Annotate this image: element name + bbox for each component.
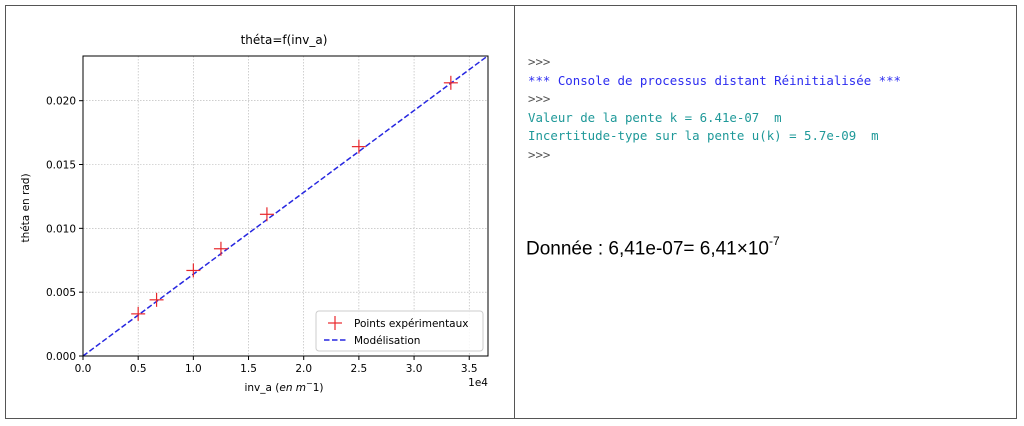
console-output-line: Valeur de la pente k = 6.41e-07 m <box>528 109 782 125</box>
note-exponent: -7 <box>768 234 780 248</box>
x-tick-label: 2.5 <box>351 363 368 375</box>
data-point-marker <box>131 306 146 321</box>
console-output-line: *** Console de processus distant Réiniti… <box>528 72 901 88</box>
x-tick-label: 0.0 <box>75 363 92 375</box>
scatter-chart: théta=f(inv_a) 0.0 0.5 1.0 1.5 2.0 2.5 3.0 3.50… <box>20 33 489 394</box>
legend-label: Modélisation <box>354 335 420 347</box>
legend-box <box>315 310 484 352</box>
y-tick-label: 0.000 <box>46 351 76 363</box>
chart-legend: Points expérimentaux Modélisation <box>315 310 484 352</box>
data-point-marker <box>259 207 274 222</box>
result-note: Donnée : 6,41e-07= 6,41×10-7 <box>526 234 780 260</box>
legend-label: Points expérimentaux <box>354 318 469 330</box>
console-prompt: >>> <box>528 146 551 162</box>
data-point-marker <box>186 263 201 278</box>
x-tick-label: 0.5 <box>130 363 147 375</box>
y-tick-label: 0.020 <box>46 96 76 108</box>
plot-area-border <box>82 55 489 357</box>
y-tick-label: 0.015 <box>46 160 76 172</box>
plot-panel: théta=f(inv_a) 0.0 0.5 1.0 1.5 2.0 2.5 3.0 3.5 0… <box>6 6 514 418</box>
console-output-line: Incertitude-type sur la pente u(k) = 5.7… <box>528 128 879 144</box>
data-point-marker <box>351 139 366 154</box>
data-points-layer <box>131 75 458 321</box>
data-point-marker <box>213 241 228 256</box>
x-tick-label: 3.0 <box>406 363 423 375</box>
outer-frame <box>5 5 1017 419</box>
model-line <box>82 55 489 357</box>
chart-title: théta=f(inv_a) <box>241 33 328 47</box>
console-prompt: >>> <box>528 91 551 107</box>
panel-divider <box>514 5 515 419</box>
note-text: Donnée : 6,41e-07= 6,41×10 <box>526 238 769 260</box>
model-line-layer <box>82 55 489 357</box>
grid-layer <box>82 56 488 357</box>
x-axis-label: inv_a (en m−1) <box>244 379 323 394</box>
data-point-marker <box>443 75 458 90</box>
x-scale-label: 1e4 <box>468 377 488 389</box>
x-tick-label: 2.0 <box>295 363 312 375</box>
x-tick-label: 3.5 <box>461 363 478 375</box>
x-tick-label: 1.0 <box>185 363 202 375</box>
python-console[interactable]: >>> *** Console de processus distant Réin… <box>528 53 1008 165</box>
y-tick-label: 0.010 <box>46 223 76 235</box>
x-tick-label: 1.5 <box>240 363 257 375</box>
axis-ticks-layer: 0.0 0.5 1.0 1.5 2.0 2.5 3.0 3.5 0.000 0.005 0.010 0… <box>46 96 478 375</box>
y-axis-label: théta en rad) <box>20 173 32 242</box>
y-tick-label: 0.005 <box>46 287 76 299</box>
data-point-marker <box>149 292 164 307</box>
console-prompt: >>> <box>528 54 551 69</box>
